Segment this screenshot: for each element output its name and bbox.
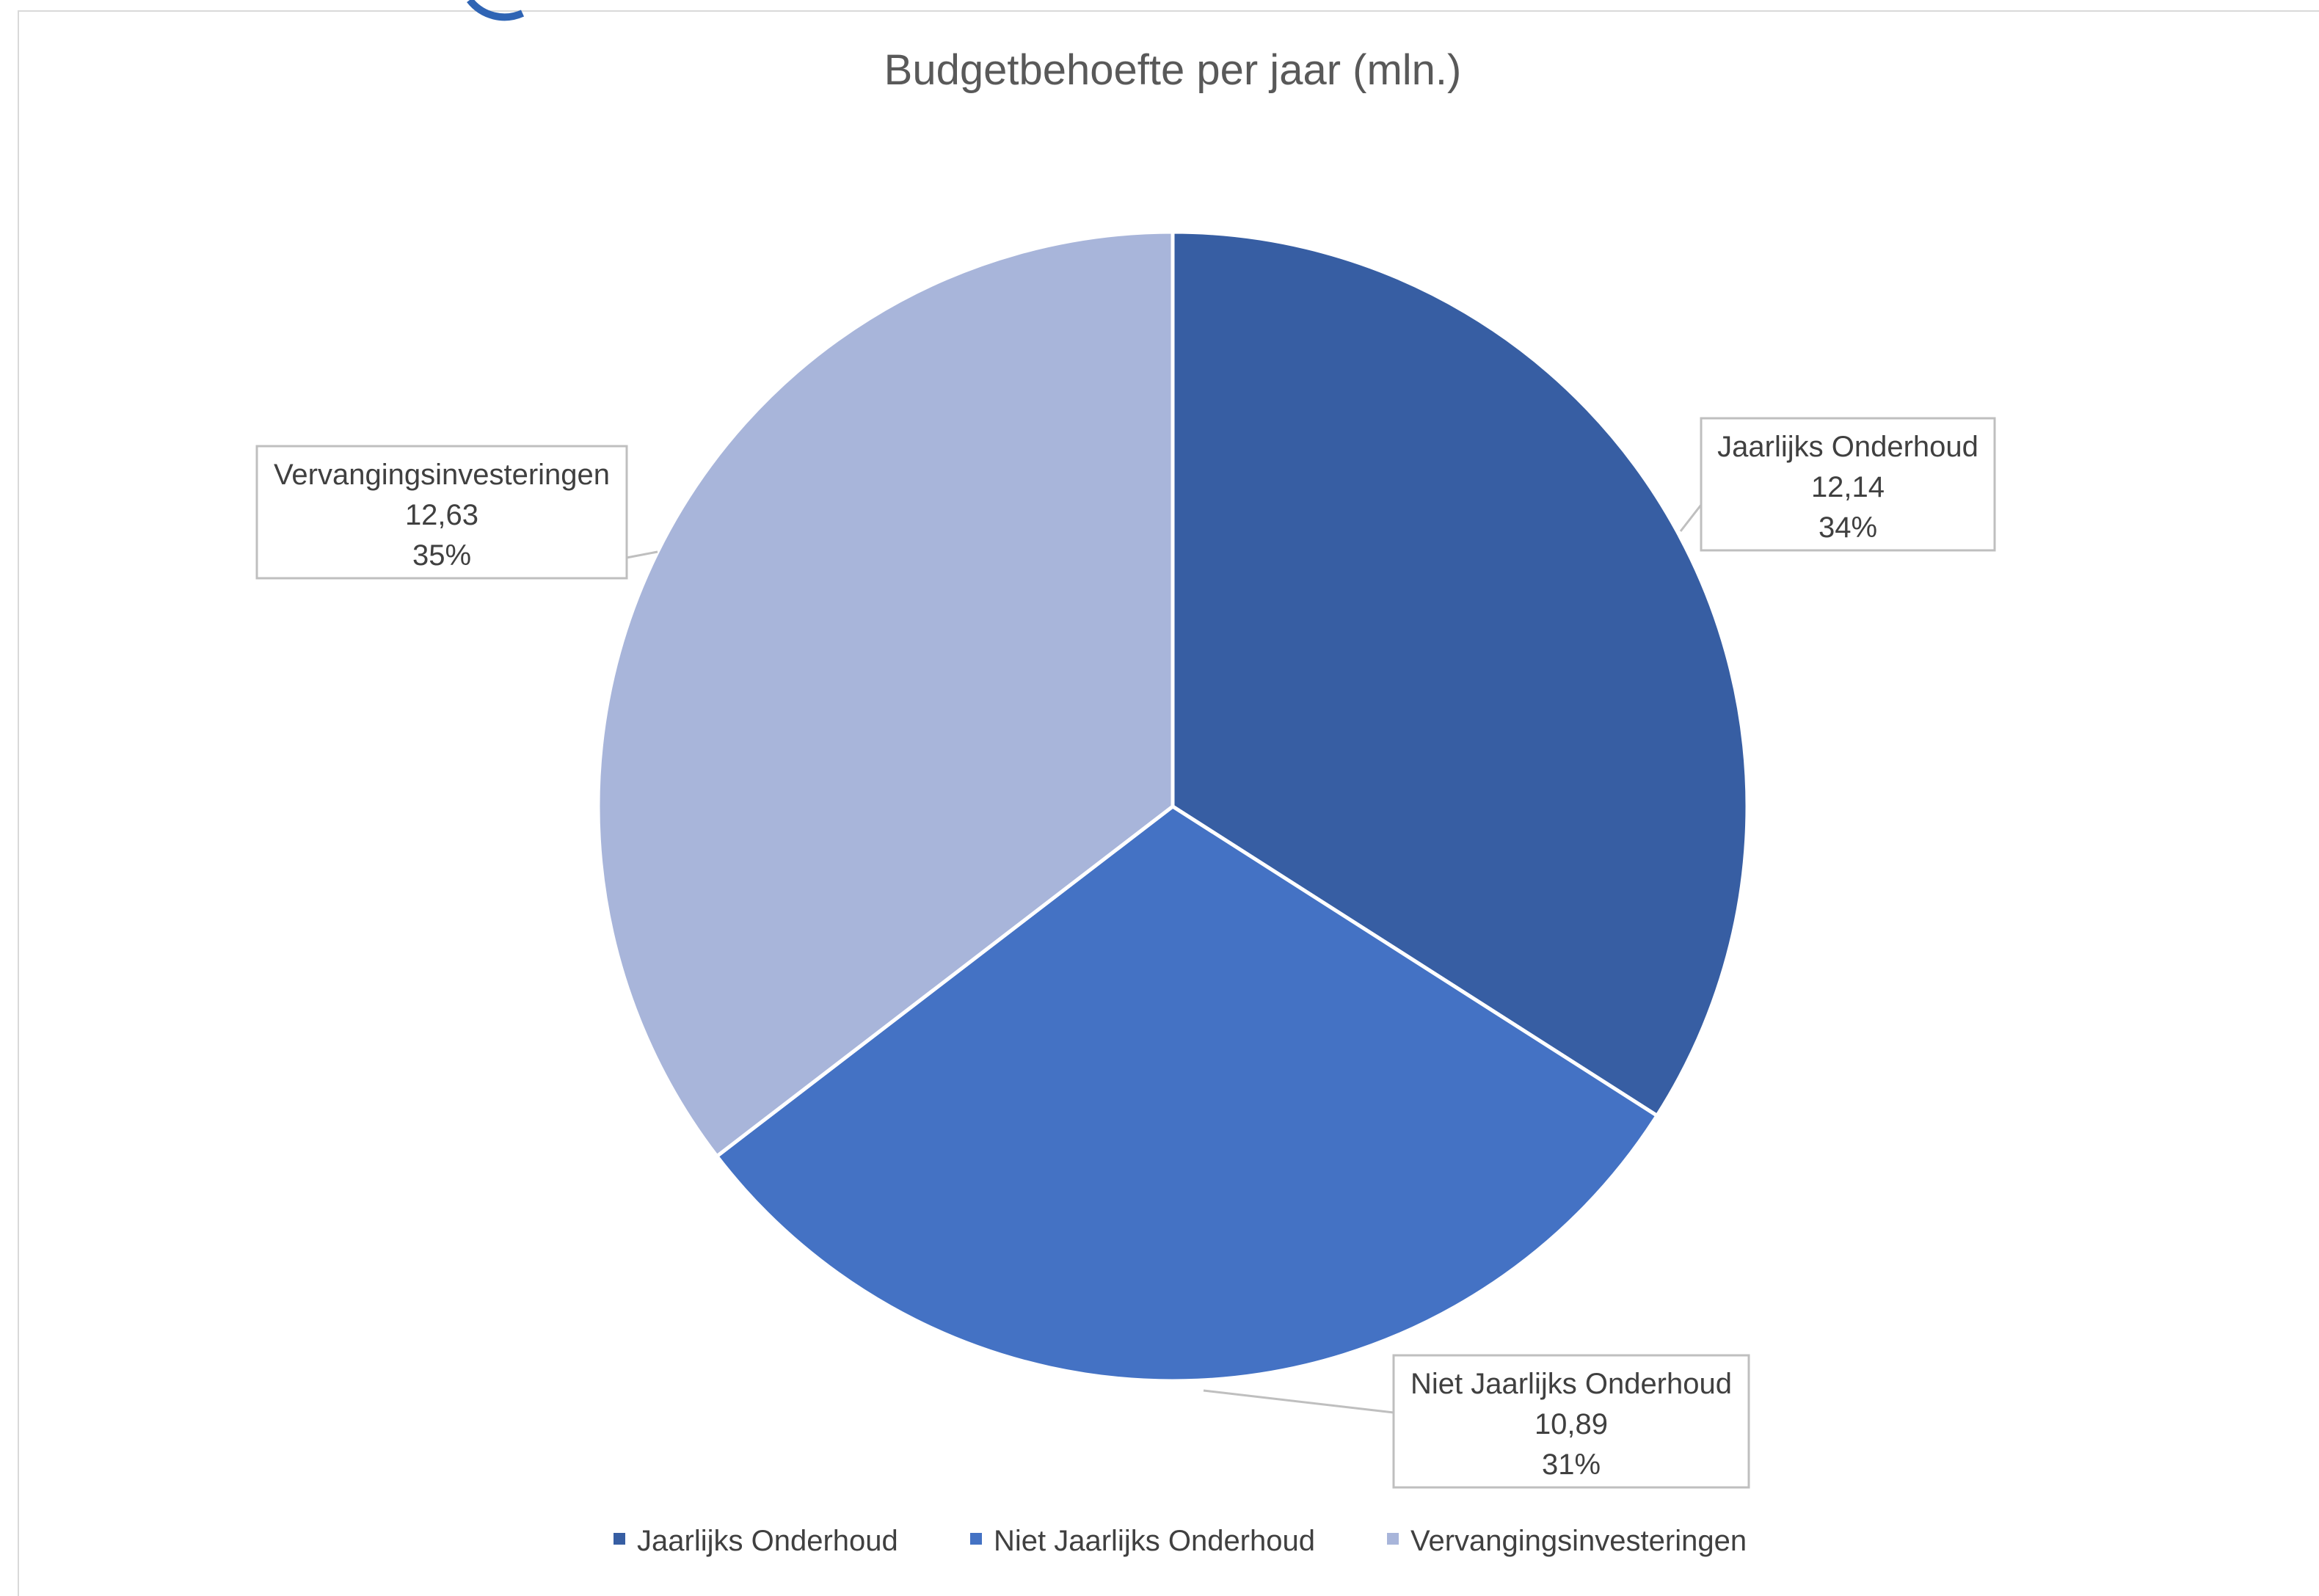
legend-swatch-vervangingsinvesteringen <box>1387 1533 1399 1545</box>
legend-swatch-jaarlijks-onderhoud <box>614 1533 625 1545</box>
legend-swatch-niet-jaarlijks-onderhoud <box>970 1533 982 1545</box>
data-label-value-vervangingsinvesteringen: 12,63 <box>405 499 478 531</box>
data-label-category-jaarlijks-onderhoud: Jaarlijks Onderhoud <box>1717 431 1978 463</box>
legend: Jaarlijks Onderhoud Niet Jaarlijks Onderh… <box>614 1525 1747 1557</box>
pie-slices <box>596 230 1750 1383</box>
data-label-callouts: Jaarlijks Onderhoud 12,14 34% Niet Jaarlijk… <box>255 417 1996 1489</box>
data-label-percent-vervangingsinvesteringen: 35% <box>412 539 471 572</box>
logo-arc-icon <box>467 0 525 21</box>
data-label-value-jaarlijks-onderhoud: 12,14 <box>1811 471 1885 503</box>
legend-label-jaarlijks-onderhoud: Jaarlijks Onderhoud <box>637 1525 898 1557</box>
data-label-box-vervangingsinvesteringen <box>255 445 628 580</box>
data-label-percent-niet-jaarlijks-onderhoud: 31% <box>1542 1449 1601 1481</box>
data-label-category-niet-jaarlijks-onderhoud: Niet Jaarlijks Onderhoud <box>1410 1368 1732 1400</box>
data-label-box-niet-jaarlijks-onderhoud <box>1392 1354 1750 1489</box>
data-label-category-vervangingsinvesteringen: Vervangingsinvesteringen <box>274 459 610 491</box>
legend-label-vervangingsinvesteringen: Vervangingsinvesteringen <box>1410 1525 1747 1557</box>
pie-slice-niet-jaarlijks-onderhoud[interactable] <box>714 804 1660 1383</box>
data-label-box-jaarlijks-onderhoud <box>1700 417 1996 552</box>
pie-slice-jaarlijks-onderhoud[interactable] <box>1171 230 1750 1118</box>
leader-line-vervangingsinvesteringen <box>625 543 658 559</box>
leader-line-jaarlijks-onderhoud <box>1679 501 1703 532</box>
data-label-value-niet-jaarlijks-onderhoud: 10,89 <box>1535 1408 1608 1440</box>
chart-title: Budgetbehoefte per jaar (mln.) <box>884 46 1462 94</box>
data-label-percent-jaarlijks-onderhoud: 34% <box>1819 511 1877 544</box>
leader-line-niet-jaarlijks-onderhoud <box>1203 1389 1394 1414</box>
legend-label-niet-jaarlijks-onderhoud: Niet Jaarlijks Onderhoud <box>994 1525 1315 1557</box>
